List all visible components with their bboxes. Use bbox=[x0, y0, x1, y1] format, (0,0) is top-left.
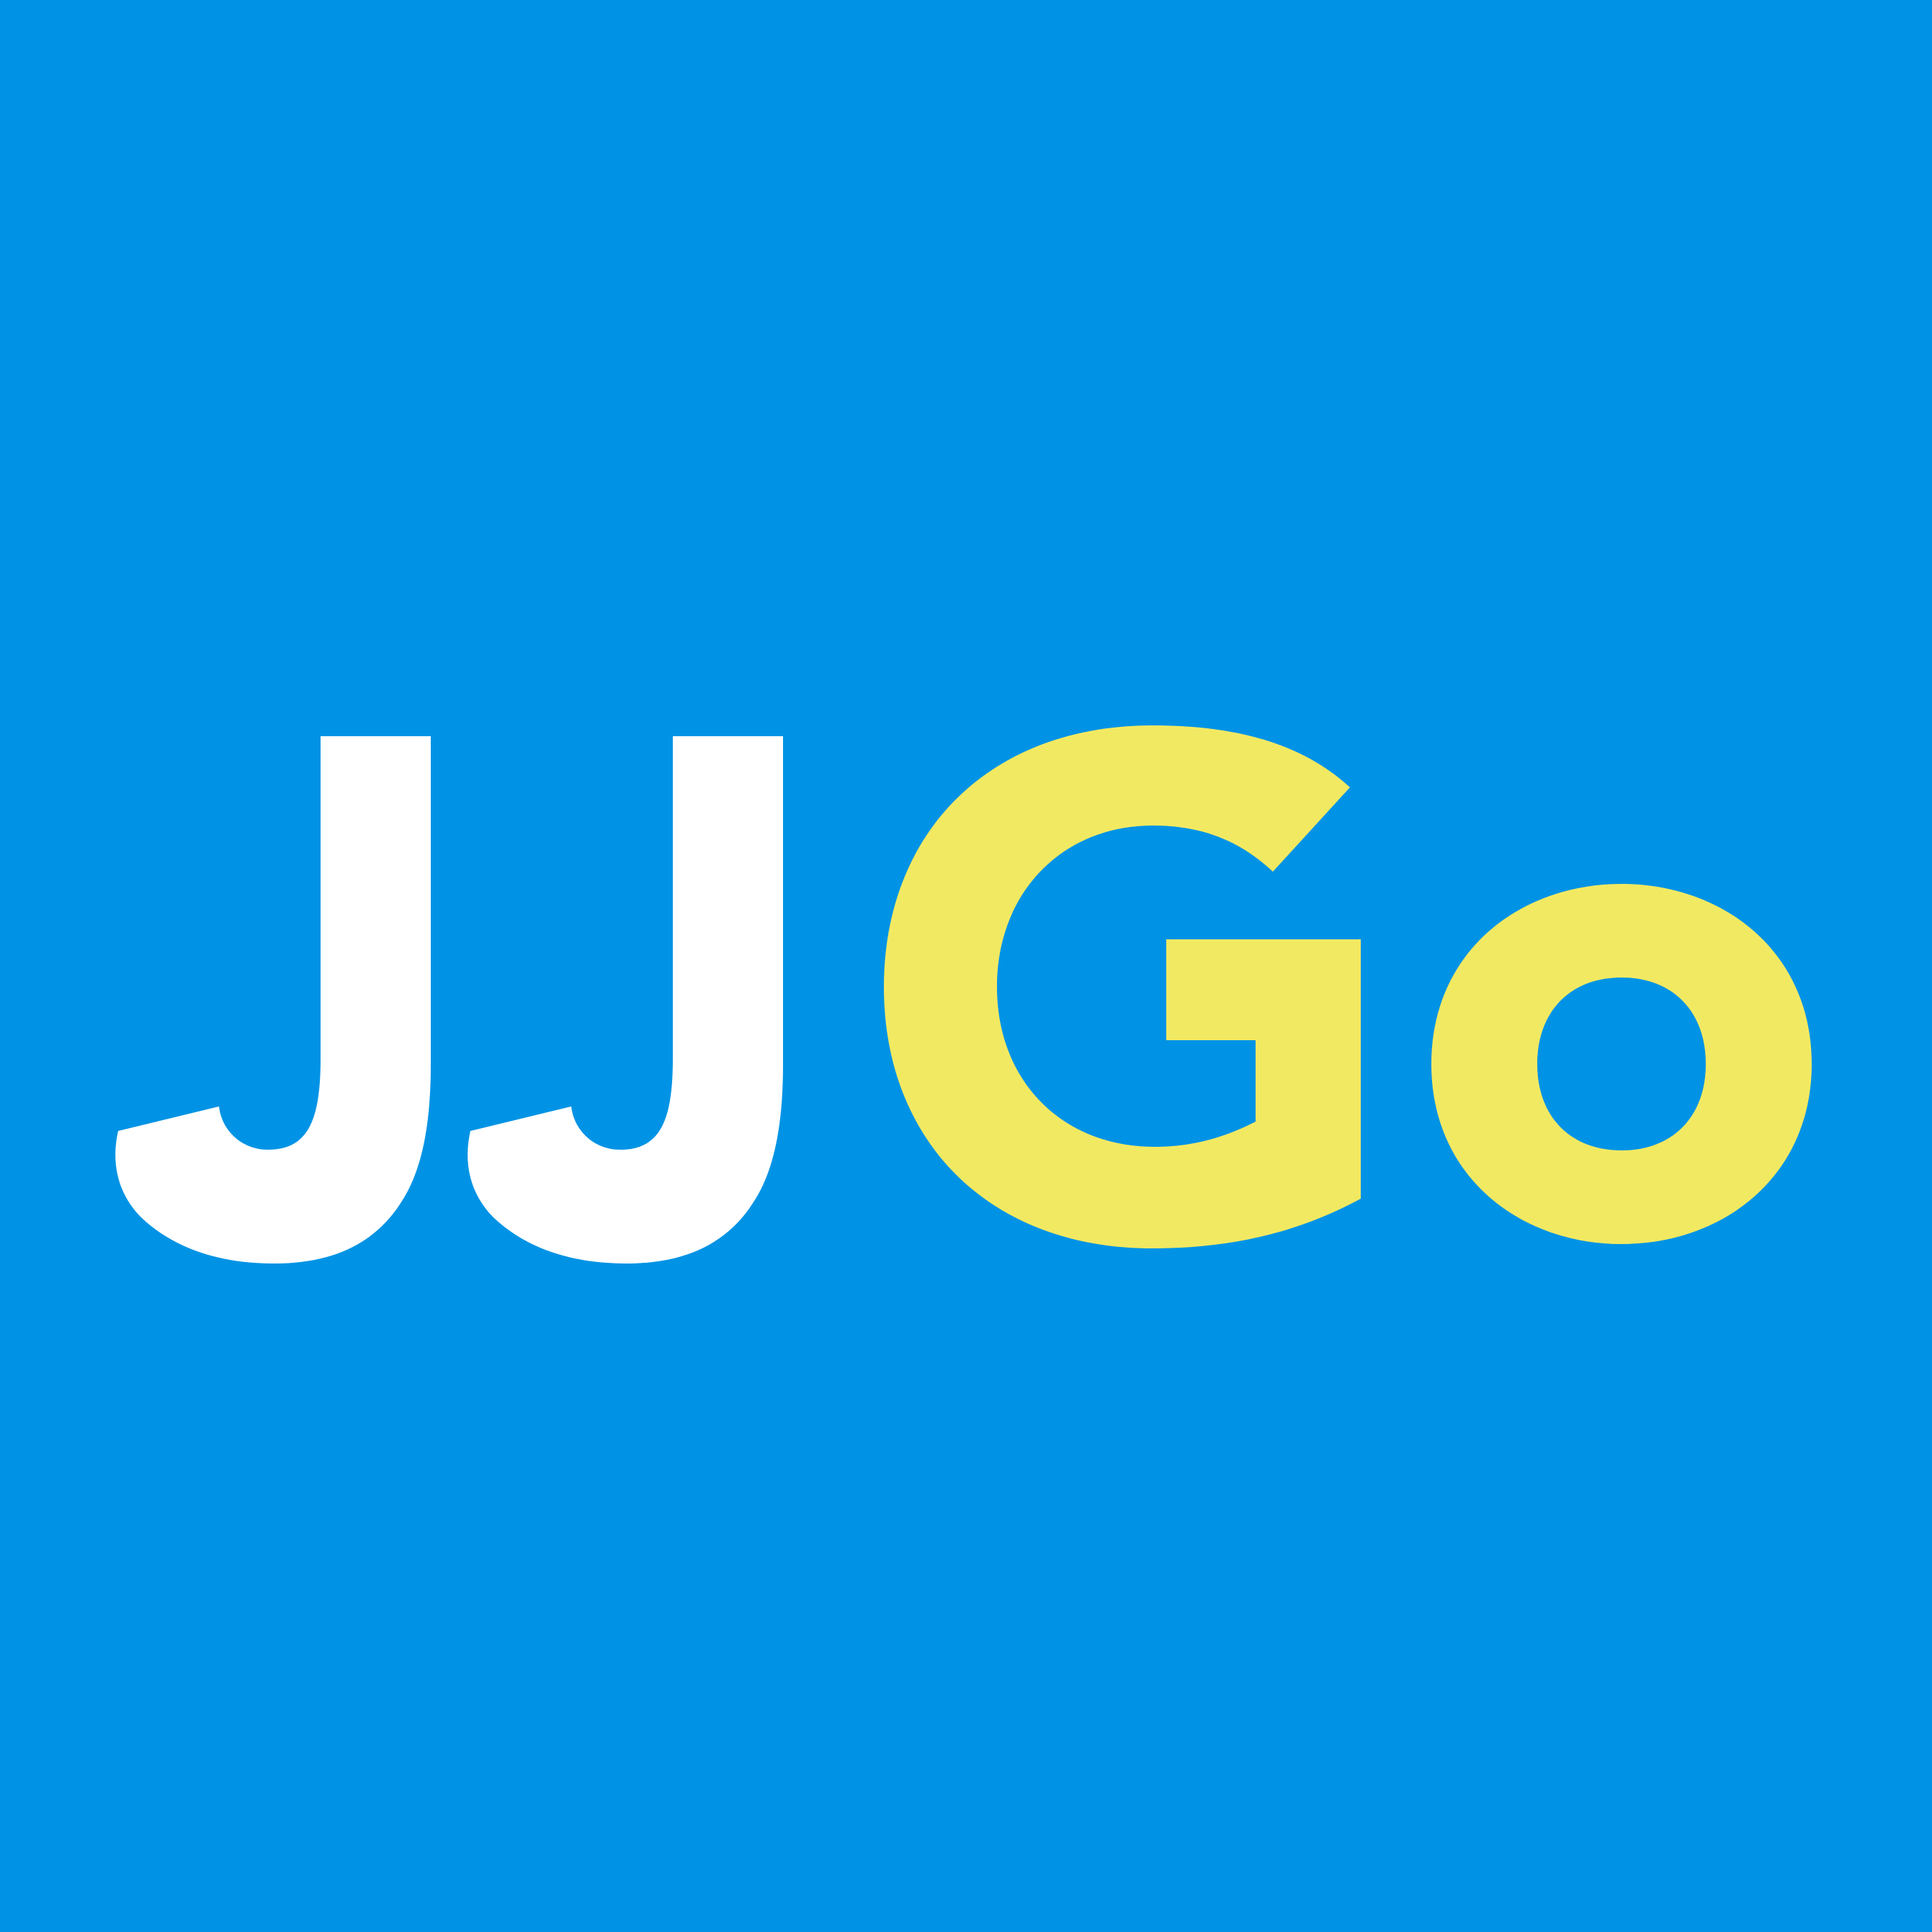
letter-j-second bbox=[468, 736, 783, 1264]
letter-j-first bbox=[115, 736, 431, 1264]
letter-g bbox=[884, 725, 1361, 1248]
letter-o bbox=[1431, 884, 1812, 1244]
